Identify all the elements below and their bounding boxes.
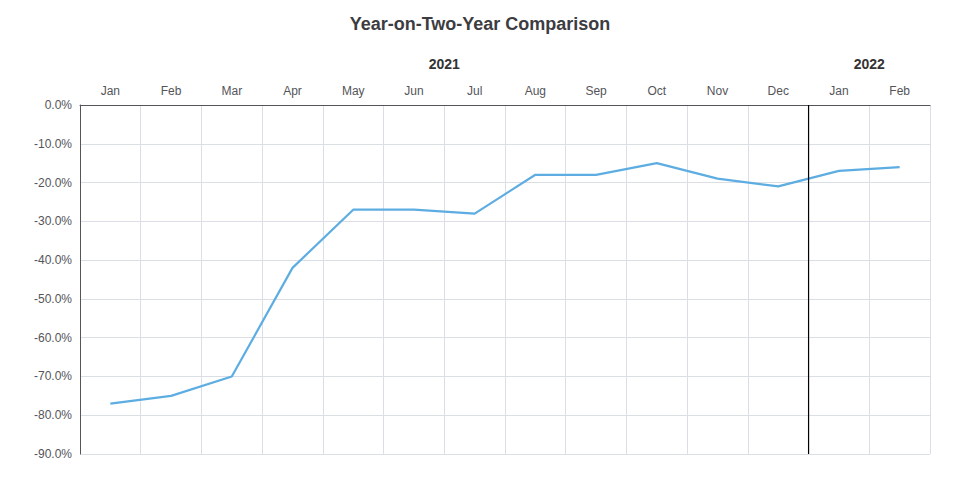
svg-text:Jan: Jan	[101, 84, 120, 98]
svg-text:-70.0%: -70.0%	[34, 369, 72, 383]
svg-text:Aug: Aug	[525, 84, 546, 98]
svg-text:Jul: Jul	[467, 84, 482, 98]
svg-text:Apr: Apr	[283, 84, 302, 98]
svg-text:-20.0%: -20.0%	[34, 176, 72, 190]
svg-text:-50.0%: -50.0%	[34, 292, 72, 306]
svg-text:Oct: Oct	[647, 84, 666, 98]
svg-text:-10.0%: -10.0%	[34, 137, 72, 151]
svg-text:Nov: Nov	[707, 84, 728, 98]
svg-text:0.0%: 0.0%	[45, 98, 73, 112]
svg-text:Jan: Jan	[829, 84, 848, 98]
svg-text:-80.0%: -80.0%	[34, 408, 72, 422]
svg-text:Feb: Feb	[161, 84, 182, 98]
svg-text:-90.0%: -90.0%	[34, 447, 72, 461]
svg-text:May: May	[342, 84, 365, 98]
svg-text:2021: 2021	[429, 56, 460, 72]
svg-text:-40.0%: -40.0%	[34, 253, 72, 267]
svg-text:Dec: Dec	[768, 84, 789, 98]
svg-text:-30.0%: -30.0%	[34, 214, 72, 228]
svg-text:Year-on-Two-Year Comparison: Year-on-Two-Year Comparison	[350, 14, 611, 34]
svg-text:2022: 2022	[854, 56, 885, 72]
svg-text:Feb: Feb	[889, 84, 910, 98]
svg-text:Jun: Jun	[404, 84, 423, 98]
svg-text:-60.0%: -60.0%	[34, 331, 72, 345]
svg-text:Mar: Mar	[221, 84, 242, 98]
svg-text:Sep: Sep	[585, 84, 607, 98]
